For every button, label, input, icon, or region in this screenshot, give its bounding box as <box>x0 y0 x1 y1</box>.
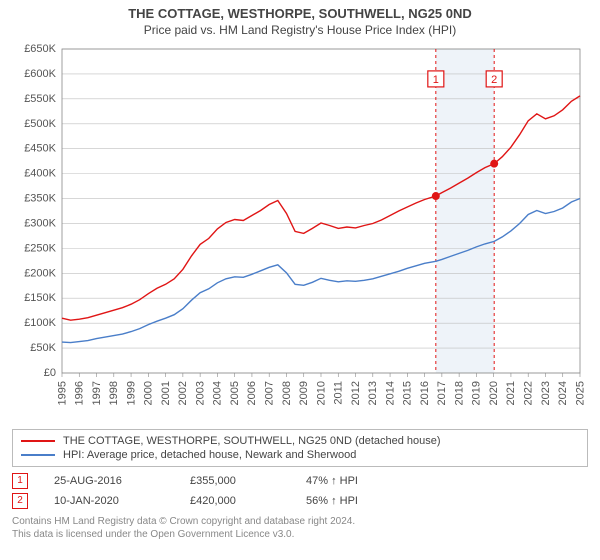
svg-text:£600K: £600K <box>24 68 56 80</box>
svg-text:2014: 2014 <box>384 381 396 405</box>
svg-text:2015: 2015 <box>402 381 414 405</box>
svg-text:£200K: £200K <box>24 267 56 279</box>
svg-text:£0: £0 <box>44 367 56 379</box>
marker-number: 2 <box>491 74 497 86</box>
svg-text:2018: 2018 <box>453 381 465 405</box>
svg-text:1999: 1999 <box>125 381 137 405</box>
svg-text:2006: 2006 <box>246 381 258 405</box>
legend-swatch <box>21 440 55 442</box>
svg-text:2017: 2017 <box>436 381 448 405</box>
sale-vs-hpi: 47% ↑ HPI <box>306 475 358 487</box>
sale-date: 25-AUG-2016 <box>54 475 164 487</box>
chart-subtitle: Price paid vs. HM Land Registry's House … <box>10 23 590 37</box>
svg-text:1997: 1997 <box>91 381 103 405</box>
svg-text:2022: 2022 <box>523 381 535 405</box>
sale-marker: 2 <box>12 493 28 509</box>
svg-text:£400K: £400K <box>24 168 56 180</box>
sale-price: £420,000 <box>190 495 280 507</box>
legend: THE COTTAGE, WESTHORPE, SOUTHWELL, NG25 … <box>12 429 588 467</box>
svg-text:2012: 2012 <box>350 381 362 405</box>
svg-text:1996: 1996 <box>74 381 86 405</box>
sale-vs-hpi: 56% ↑ HPI <box>306 495 358 507</box>
legend-label: THE COTTAGE, WESTHORPE, SOUTHWELL, NG25 … <box>63 435 441 447</box>
price-chart: £0 £50K £100K £150K £200K £250K £300K £350K £400… <box>10 43 590 423</box>
svg-text:2007: 2007 <box>264 381 276 405</box>
svg-text:2016: 2016 <box>419 381 431 405</box>
sale-row: 2 10-JAN-2020 £420,000 56% ↑ HPI <box>12 491 588 511</box>
svg-text:£550K: £550K <box>24 93 56 105</box>
svg-text:2013: 2013 <box>367 381 379 405</box>
svg-text:£450K: £450K <box>24 143 56 155</box>
sale-marker: 1 <box>12 473 28 489</box>
svg-text:2025: 2025 <box>574 381 586 405</box>
svg-text:£250K: £250K <box>24 242 56 254</box>
svg-text:2024: 2024 <box>557 381 569 405</box>
svg-text:2021: 2021 <box>505 381 517 405</box>
svg-text:2009: 2009 <box>298 381 310 405</box>
legend-item: HPI: Average price, detached house, Newa… <box>21 448 579 462</box>
footer-line-2: This data is licensed under the Open Gov… <box>12 528 588 541</box>
svg-text:2001: 2001 <box>160 381 172 405</box>
legend-label: HPI: Average price, detached house, Newa… <box>63 449 356 461</box>
svg-text:£100K: £100K <box>24 317 56 329</box>
sale-price: £355,000 <box>190 475 280 487</box>
svg-text:2008: 2008 <box>281 381 293 405</box>
svg-text:2000: 2000 <box>143 381 155 405</box>
svg-text:2011: 2011 <box>333 381 345 405</box>
svg-text:£300K: £300K <box>24 217 56 229</box>
svg-text:£500K: £500K <box>24 118 56 130</box>
legend-item: THE COTTAGE, WESTHORPE, SOUTHWELL, NG25 … <box>21 434 579 448</box>
svg-text:2003: 2003 <box>194 381 206 405</box>
svg-text:2020: 2020 <box>488 381 500 405</box>
svg-text:1995: 1995 <box>56 381 68 405</box>
footer-attribution: Contains HM Land Registry data © Crown c… <box>12 515 588 541</box>
svg-text:2004: 2004 <box>212 381 224 405</box>
svg-text:2010: 2010 <box>315 381 327 405</box>
svg-text:2005: 2005 <box>229 381 241 405</box>
svg-text:2023: 2023 <box>540 381 552 405</box>
svg-text:£50K: £50K <box>30 342 56 354</box>
marker-number: 1 <box>433 74 439 86</box>
sales-table: 1 25-AUG-2016 £355,000 47% ↑ HPI 2 10-JAN-202… <box>12 471 588 511</box>
footer-line-1: Contains HM Land Registry data © Crown c… <box>12 515 588 528</box>
sale-row: 1 25-AUG-2016 £355,000 47% ↑ HPI <box>12 471 588 491</box>
svg-text:1998: 1998 <box>108 381 120 405</box>
svg-text:2002: 2002 <box>177 381 189 405</box>
legend-swatch <box>21 454 55 456</box>
svg-text:£150K: £150K <box>24 292 56 304</box>
svg-text:£350K: £350K <box>24 193 56 205</box>
svg-text:£650K: £650K <box>24 43 56 55</box>
chart-title: THE COTTAGE, WESTHORPE, SOUTHWELL, NG25 … <box>10 6 590 21</box>
sale-date: 10-JAN-2020 <box>54 495 164 507</box>
svg-text:2019: 2019 <box>471 381 483 405</box>
